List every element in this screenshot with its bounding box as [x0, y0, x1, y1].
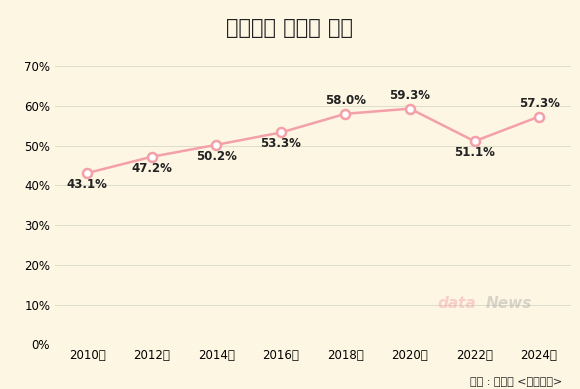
Text: 50.2%: 50.2% [196, 150, 237, 163]
Text: 59.3%: 59.3% [390, 89, 430, 102]
Text: 58.0%: 58.0% [325, 94, 366, 107]
Text: 53.3%: 53.3% [260, 137, 302, 150]
Text: data: data [437, 296, 476, 311]
Text: 43.1%: 43.1% [67, 178, 108, 191]
Text: 47.2%: 47.2% [132, 161, 172, 175]
Text: 학교생활 만족도 추이: 학교생활 만족도 추이 [227, 18, 353, 38]
Text: 51.1%: 51.1% [454, 146, 495, 159]
Text: 57.3%: 57.3% [519, 96, 560, 110]
Text: 자료 : 통계청 <사회조사>: 자료 : 통계청 <사회조사> [470, 377, 563, 387]
Text: News: News [486, 296, 532, 311]
